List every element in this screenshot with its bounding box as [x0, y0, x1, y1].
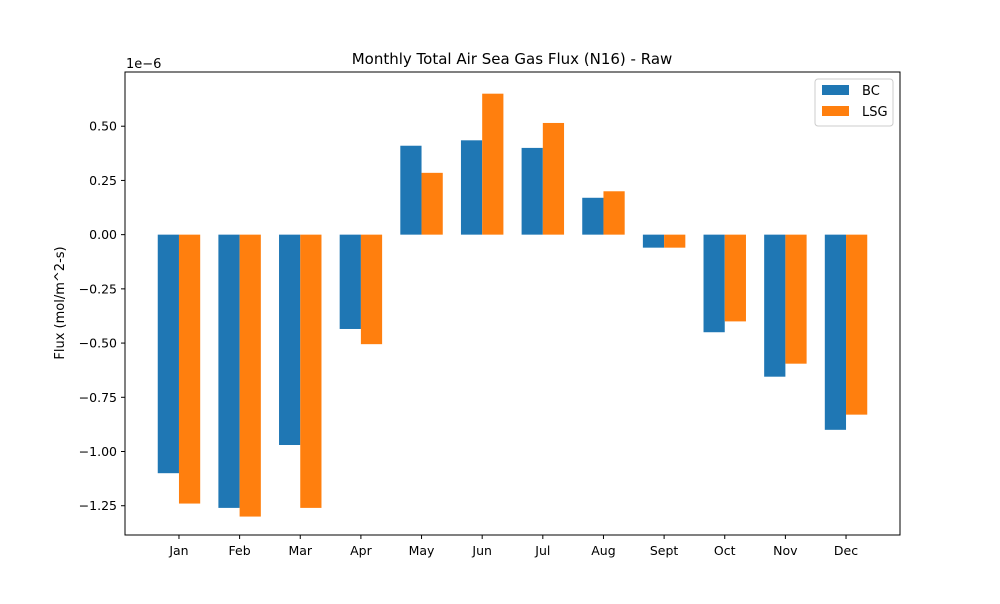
- y-tick-label: 0.50: [89, 119, 117, 134]
- y-tick-label: −0.25: [79, 281, 117, 296]
- x-axis: Jan Feb Mar Apr May Jun Jul Aug Sept Oct Nov Dec: [168, 535, 858, 558]
- legend: BC LSG: [814, 78, 894, 127]
- chart-title: Monthly Total Air Sea Gas Flux (N16) - R…: [352, 50, 673, 68]
- y-tick-label: −1.25: [79, 498, 117, 513]
- x-tick-label: Feb: [229, 543, 251, 558]
- x-tick-label: Sept: [650, 543, 679, 558]
- y-axis-label: Flux (mol/m^2-s): [53, 246, 68, 359]
- y-tick-label: 0.25: [89, 173, 117, 188]
- y-axis-offset-label: 1e−6: [126, 57, 161, 72]
- y-tick-label: −0.75: [79, 390, 117, 405]
- bar-lsg-jul: [542, 122, 565, 235]
- bar-lsg-dec: [846, 234, 868, 415]
- bar-bc-dec: [824, 234, 847, 430]
- bar-bc-apr: [339, 234, 361, 329]
- y-axis: −1.25 −1.00 −0.75 −0.50 −0.25 0.00 0.25 0.50: [79, 119, 125, 513]
- bar-bc-oct: [703, 234, 725, 333]
- x-tick-label: Jun: [471, 543, 492, 558]
- legend-swatch-lsg: [822, 106, 849, 116]
- x-tick-label: Oct: [714, 543, 736, 558]
- bar-lsg-mar: [300, 234, 322, 508]
- bars-group: [157, 93, 868, 517]
- bar-lsg-sept: [664, 234, 686, 248]
- bar-lsg-feb: [239, 234, 261, 517]
- y-tick-label: 0.00: [89, 227, 117, 242]
- bar-bc-mar: [279, 234, 301, 446]
- bar-lsg-apr: [360, 234, 383, 345]
- bar-lsg-jan: [178, 234, 201, 504]
- x-tick-label: May: [409, 543, 435, 558]
- bar-bc-aug: [582, 197, 604, 235]
- bar-lsg-nov: [785, 234, 807, 364]
- x-tick-label: Nov: [773, 543, 798, 558]
- x-tick-label: Mar: [288, 543, 312, 558]
- x-tick-label: Jul: [534, 543, 550, 558]
- legend-swatch-bc: [822, 85, 849, 95]
- bar-lsg-aug: [603, 191, 625, 235]
- bar-bc-nov: [764, 234, 786, 377]
- x-tick-label: Apr: [350, 543, 372, 558]
- bar-bc-feb: [218, 234, 240, 508]
- bar-lsg-may: [421, 172, 443, 235]
- x-tick-label: Aug: [591, 543, 615, 558]
- legend-label-bc: BC: [862, 84, 880, 99]
- bar-lsg-jun: [482, 93, 504, 235]
- bar-bc-may: [400, 145, 422, 235]
- y-tick-label: −0.50: [79, 336, 117, 351]
- bar-bc-sept: [642, 234, 665, 248]
- legend-label-lsg: LSG: [862, 105, 888, 120]
- y-tick-label: −1.00: [79, 444, 117, 459]
- bar-bc-jul: [521, 147, 543, 235]
- bar-lsg-oct: [724, 234, 746, 322]
- x-tick-label: Dec: [834, 543, 858, 558]
- bar-bc-jan: [157, 234, 179, 474]
- plot-frame: [124, 71, 901, 536]
- x-tick-label: Jan: [168, 543, 188, 558]
- bar-bc-jun: [460, 140, 483, 235]
